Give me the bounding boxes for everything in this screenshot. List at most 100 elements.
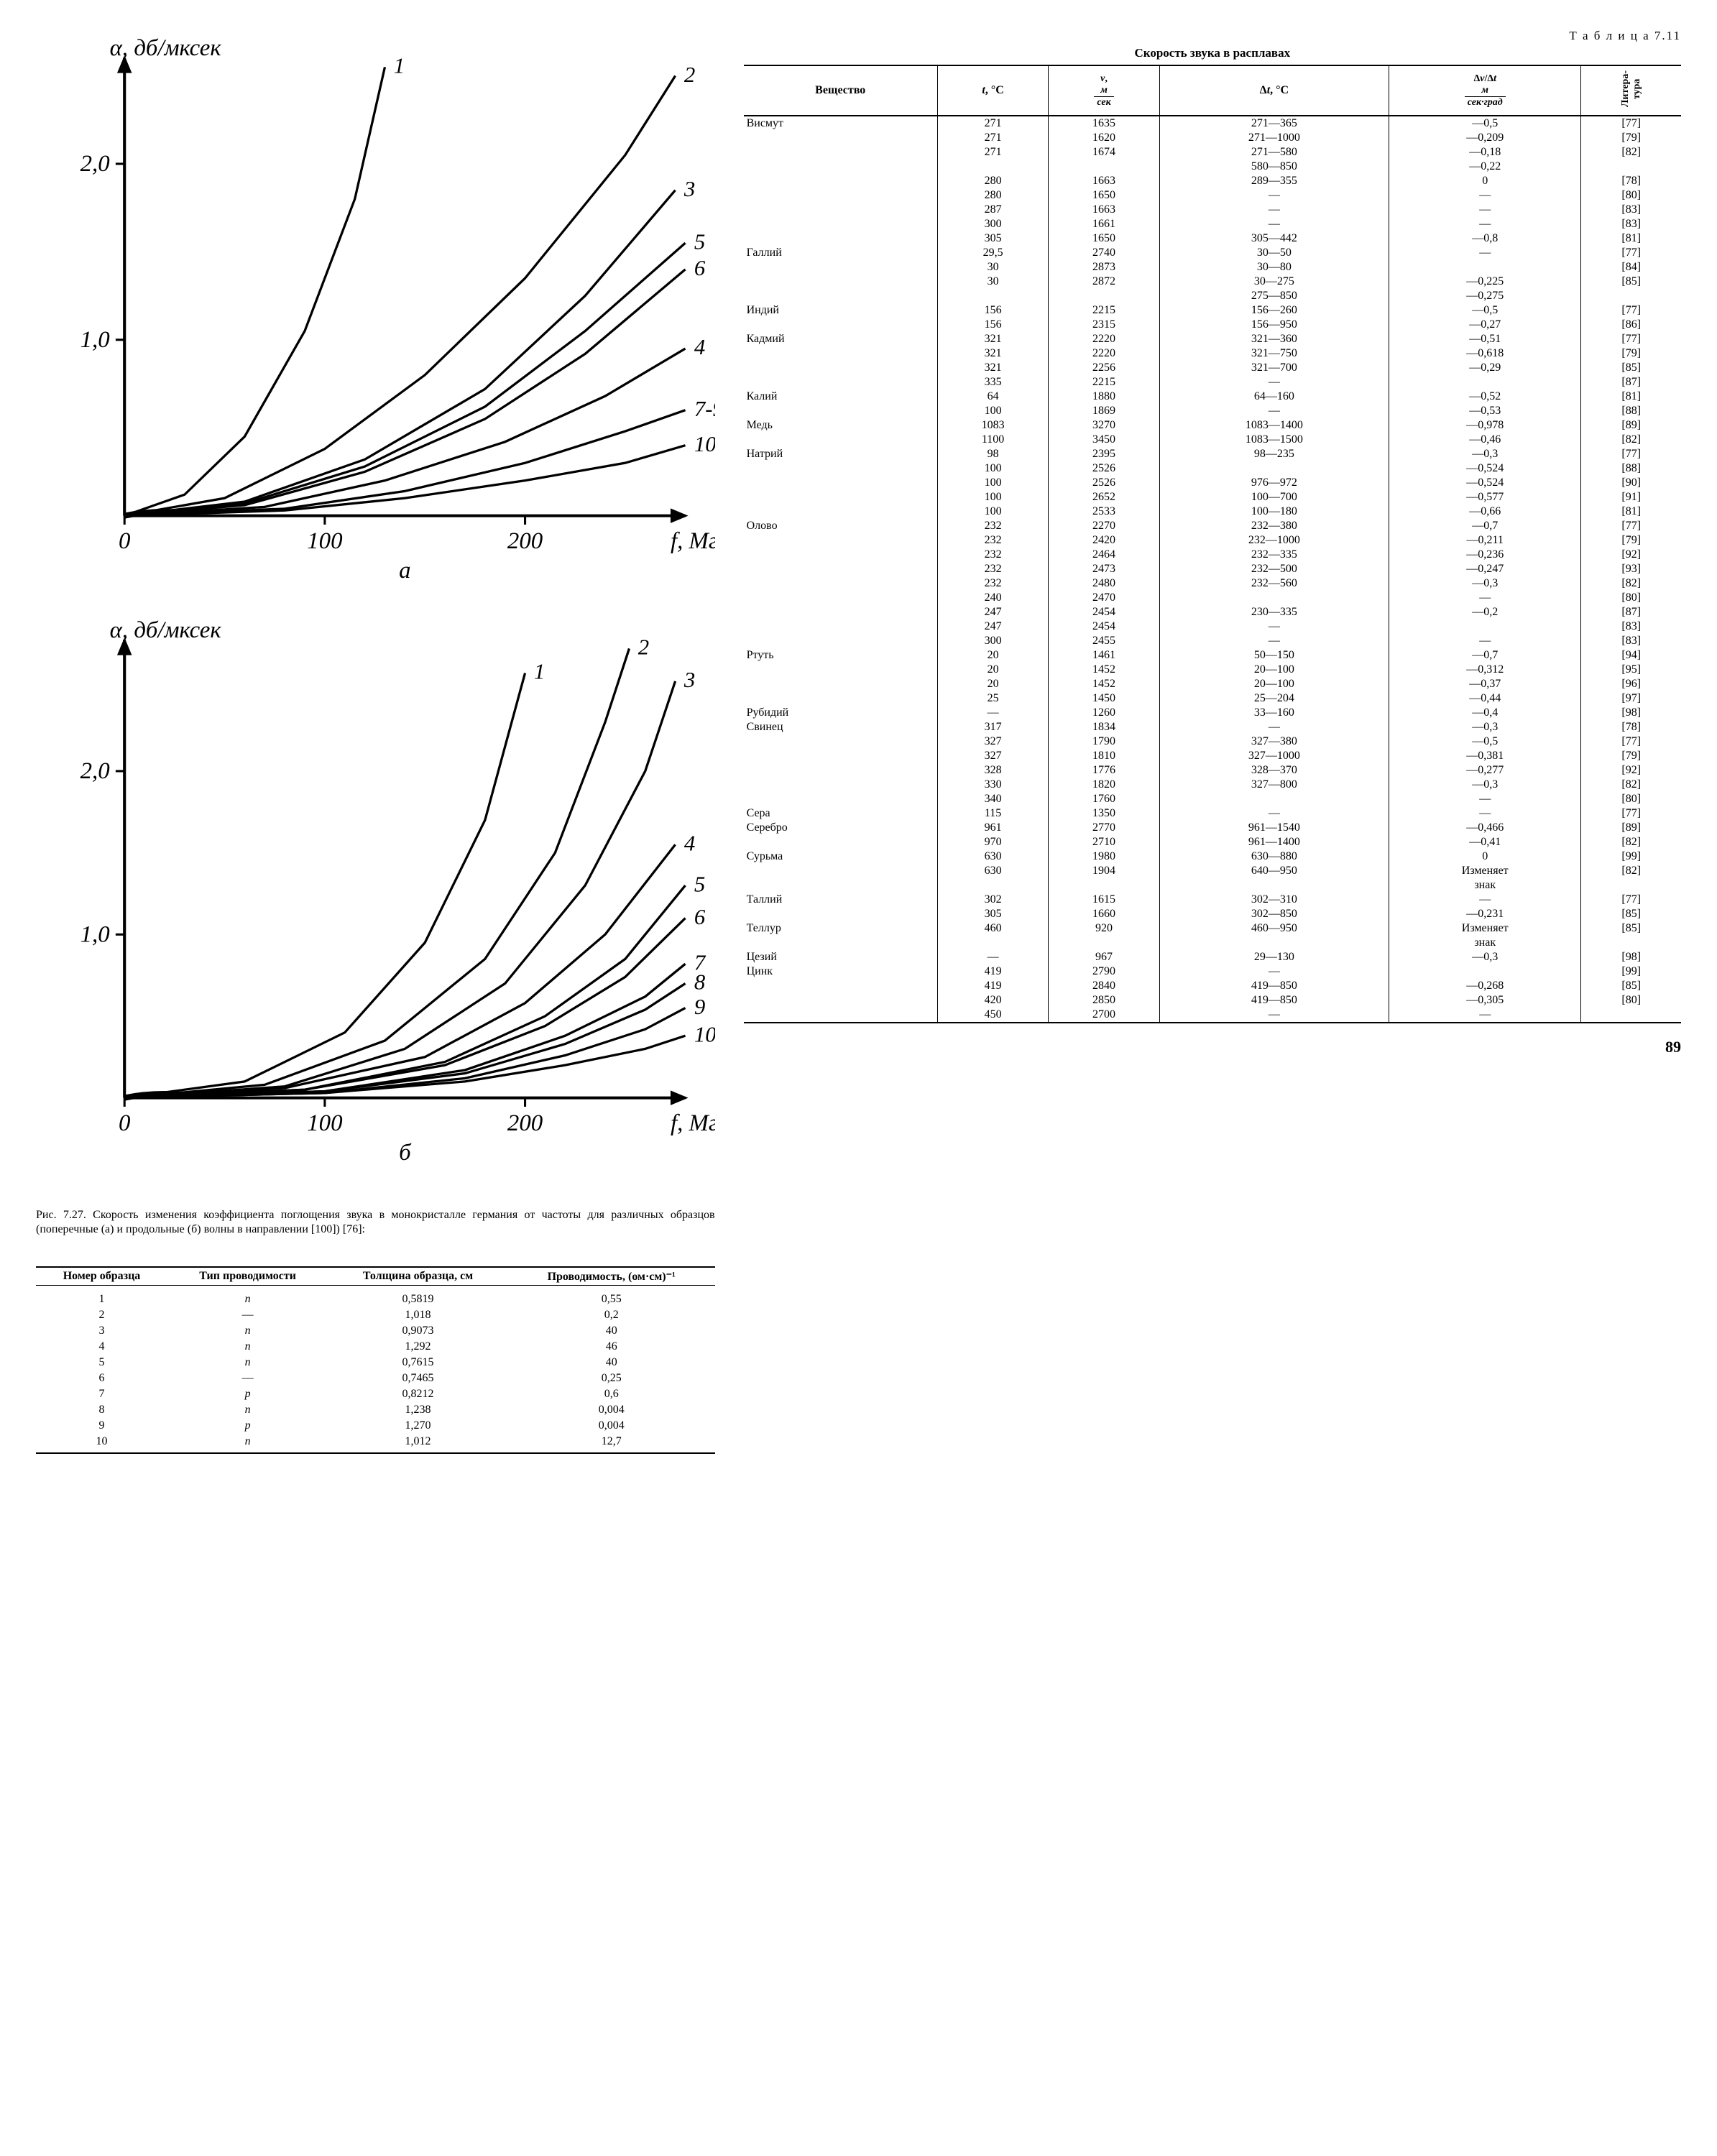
table-row: 20145220—100—0,312[95] <box>744 663 1681 677</box>
svg-text:а: а <box>399 558 410 584</box>
svg-text:5: 5 <box>694 229 705 254</box>
small-table-col: Проводимость, (ом·см)⁻¹ <box>508 1267 715 1286</box>
big-table-col: v,мсек <box>1049 65 1159 116</box>
table-row: 3301820327—800—0,3[82] <box>744 778 1681 792</box>
table-label: Т а б л и ц а 7.11 <box>744 29 1681 43</box>
svg-text:1,0: 1,0 <box>80 327 110 353</box>
table-row: 1002526976—972—0,524[90] <box>744 476 1681 490</box>
table-row: 9702710961—1400—0,41[82] <box>744 835 1681 849</box>
svg-text:1: 1 <box>534 660 545 684</box>
table-row: 1002533100—180—0,66[81] <box>744 505 1681 519</box>
table-row: Рубидий—126033—160—0,4[98] <box>744 706 1681 720</box>
table-row: Кадмий3212220321—360—0,51[77] <box>744 332 1681 346</box>
table-row: 1001869——0,53[88] <box>744 404 1681 418</box>
chart-b: 01002001,02,0α, дб/мксекf, Мгцб123456789… <box>36 611 715 1171</box>
table-row: Цезий—96729—130—0,3[98] <box>744 950 1681 964</box>
svg-text:2: 2 <box>638 635 649 660</box>
big-table-col: t, °C <box>937 65 1048 116</box>
table-row: 6—0,74650,25 <box>36 1370 715 1386</box>
svg-text:4: 4 <box>684 831 695 856</box>
svg-text:100: 100 <box>307 528 342 554</box>
table-row: знак <box>744 936 1681 950</box>
small-table-col: Тип проводимости <box>167 1267 328 1286</box>
table-row: 4202850419—850—0,305[80] <box>744 993 1681 1008</box>
svg-text:α, дб/мксек: α, дб/мксек <box>110 617 222 643</box>
table-row: 3212220321—750—0,618[79] <box>744 346 1681 361</box>
svg-text:100: 100 <box>307 1110 342 1136</box>
chart-a: 01002001,02,0α, дб/мксекf, Мгца1235647-9… <box>36 29 715 589</box>
table-row: 580—850—0,22 <box>744 160 1681 174</box>
svg-text:2,0: 2,0 <box>80 151 110 177</box>
svg-text:8: 8 <box>694 970 706 995</box>
small-table-col: Толщина образца, см <box>328 1267 508 1286</box>
table-row: 3281776328—370—0,277[92] <box>744 763 1681 778</box>
table-row: Теллур460920460—950Изменяет[85] <box>744 921 1681 936</box>
svg-text:6: 6 <box>694 905 706 929</box>
table-row: 3352215—[87] <box>744 375 1681 390</box>
svg-text:α, дб/мксек: α, дб/мксек <box>110 35 222 61</box>
table-row: Висмут2711635271—365—0,5[77] <box>744 116 1681 131</box>
table-row: 2322473232—500—0,247[93] <box>744 562 1681 576</box>
table-row: 1n0,58190,55 <box>36 1286 715 1308</box>
sample-table: Номер образцаТип проводимостиТолщина обр… <box>36 1266 715 1454</box>
table-row: 4192840419—850—0,268[85] <box>744 979 1681 993</box>
table-row: Свинец3171834——0,3[78] <box>744 720 1681 734</box>
table-row: 2322420232—1000—0,211[79] <box>744 533 1681 548</box>
svg-text:9: 9 <box>694 995 705 1019</box>
table-row: 2711674271—580—0,18[82] <box>744 145 1681 160</box>
table-row: 30287330—80[84] <box>744 260 1681 275</box>
table-row: знак <box>744 878 1681 893</box>
svg-text:200: 200 <box>507 528 543 554</box>
table-row: 2801650——[80] <box>744 188 1681 203</box>
table-row: 20145220—100—0,37[96] <box>744 677 1681 691</box>
table-row: 4502700—— <box>744 1008 1681 1023</box>
table-row: 3002455——[83] <box>744 634 1681 648</box>
table-row: 10n1,01212,7 <box>36 1434 715 1453</box>
big-table-col: Вещество <box>744 65 938 116</box>
table-row: 7p0,82120,6 <box>36 1386 715 1402</box>
page-number: 89 <box>744 1038 1681 1056</box>
table-row: 1002526—0,524[88] <box>744 461 1681 476</box>
svg-text:3: 3 <box>683 668 695 692</box>
table-row: 2322480232—560—0,3[82] <box>744 576 1681 591</box>
table-row: 6301904640—950Изменяет[82] <box>744 864 1681 878</box>
table-row: 30287230—275—0,225[85] <box>744 275 1681 289</box>
svg-text:200: 200 <box>507 1110 543 1136</box>
svg-text:f, Мгц: f, Мгц <box>671 528 715 554</box>
table-row: Медь108332701083—1400—0,978[89] <box>744 418 1681 433</box>
big-table-col: Литера-тура <box>1581 65 1681 116</box>
table-row: 25145025—204—0,44[97] <box>744 691 1681 706</box>
table-row: 275—850—0,275 <box>744 289 1681 303</box>
table-row: 2871663——[83] <box>744 203 1681 217</box>
table-row: 5n0,761540 <box>36 1355 715 1370</box>
table-row: 3212256321—700—0,29[85] <box>744 361 1681 375</box>
table-row: 3n0,907340 <box>36 1323 715 1339</box>
table-row: 3271810327—1000—0,381[79] <box>744 749 1681 763</box>
table-row: 9p1,2700,004 <box>36 1418 715 1434</box>
table-row: 3001661——[83] <box>744 217 1681 231</box>
table-row: Олово2322270232—380—0,7[77] <box>744 519 1681 533</box>
table-row: Сера1151350——[77] <box>744 806 1681 821</box>
table-row: Натрий98239598—235—0,3[77] <box>744 447 1681 461</box>
table-row: Таллий3021615302—310—[77] <box>744 893 1681 907</box>
svg-text:3: 3 <box>683 177 695 201</box>
table-row: 2472454—[83] <box>744 619 1681 634</box>
table-row: Индий1562215156—260—0,5[77] <box>744 303 1681 318</box>
svg-text:б: б <box>399 1140 412 1166</box>
table-row: Цинк4192790—[99] <box>744 964 1681 979</box>
table-row: 1002652100—700—0,577[91] <box>744 490 1681 505</box>
table-row: 3051650305—442—0,8[81] <box>744 231 1681 246</box>
table-row: 4n1,29246 <box>36 1339 715 1355</box>
table-row: Галлий29,5274030—50—[77] <box>744 246 1681 260</box>
big-table-col: Δt, °C <box>1159 65 1389 116</box>
table-title: Скорость звука в расплавах <box>744 46 1681 60</box>
svg-text:6: 6 <box>694 256 706 280</box>
table-row: 2472454230—335—0,2[87] <box>744 605 1681 619</box>
svg-text:10: 10 <box>694 432 715 456</box>
svg-text:2,0: 2,0 <box>80 759 110 785</box>
table-row: 3401760—[80] <box>744 792 1681 806</box>
svg-text:7-9: 7-9 <box>694 397 715 421</box>
table-row: 1562315156—950—0,27[86] <box>744 318 1681 332</box>
table-row: 2801663289—3550[78] <box>744 174 1681 188</box>
svg-text:5: 5 <box>694 872 705 897</box>
